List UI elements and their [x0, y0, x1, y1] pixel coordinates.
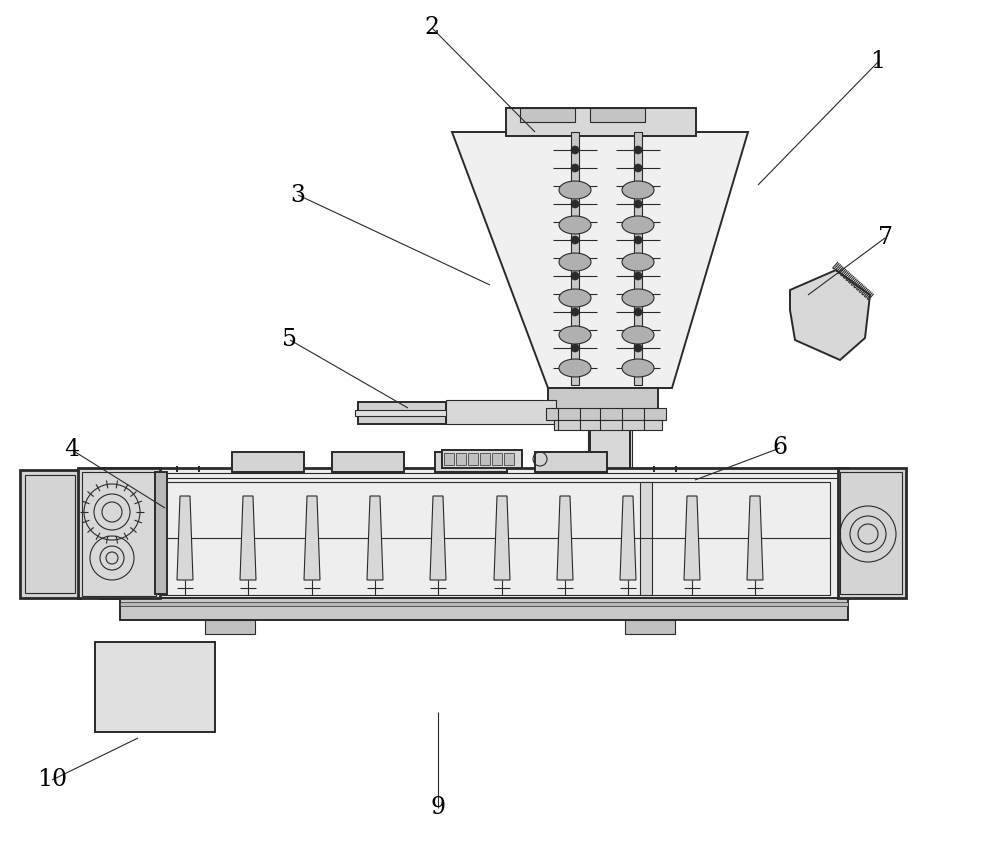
Circle shape: [634, 146, 642, 154]
Circle shape: [634, 182, 642, 190]
Circle shape: [634, 326, 642, 334]
Text: 5: 5: [283, 328, 298, 351]
Circle shape: [571, 164, 579, 172]
Circle shape: [571, 344, 579, 352]
Polygon shape: [790, 270, 870, 360]
Circle shape: [634, 344, 642, 352]
Circle shape: [571, 364, 579, 372]
Polygon shape: [240, 496, 256, 580]
Circle shape: [571, 290, 579, 298]
Ellipse shape: [559, 253, 591, 271]
Circle shape: [634, 164, 642, 172]
Circle shape: [634, 290, 642, 298]
Bar: [120, 602, 848, 606]
Bar: [492, 453, 502, 465]
Circle shape: [571, 236, 579, 244]
Ellipse shape: [622, 181, 654, 199]
Circle shape: [634, 236, 642, 244]
Polygon shape: [620, 496, 636, 580]
Polygon shape: [367, 496, 383, 580]
Circle shape: [571, 218, 579, 226]
Bar: [634, 132, 642, 385]
Ellipse shape: [622, 289, 654, 307]
Bar: [155, 472, 167, 594]
Bar: [456, 453, 466, 465]
Polygon shape: [747, 496, 763, 580]
Bar: [25, 475, 75, 593]
Bar: [100, 468, 848, 598]
Polygon shape: [684, 496, 700, 580]
Ellipse shape: [622, 326, 654, 344]
Bar: [95, 642, 215, 732]
Bar: [162, 482, 830, 595]
Bar: [78, 468, 160, 598]
Circle shape: [571, 308, 579, 316]
Bar: [588, 428, 632, 468]
Bar: [571, 132, 579, 385]
Polygon shape: [557, 496, 573, 580]
Bar: [506, 108, 696, 136]
Ellipse shape: [559, 216, 591, 234]
Bar: [590, 108, 645, 122]
Text: 10: 10: [37, 769, 67, 792]
Bar: [520, 108, 575, 122]
Bar: [446, 400, 556, 424]
Bar: [535, 452, 607, 472]
Circle shape: [571, 254, 579, 262]
Bar: [442, 450, 522, 468]
Bar: [554, 420, 662, 430]
Ellipse shape: [559, 289, 591, 307]
Text: 7: 7: [878, 226, 893, 250]
Circle shape: [634, 308, 642, 316]
Circle shape: [634, 254, 642, 262]
Text: 6: 6: [772, 436, 788, 459]
Circle shape: [634, 272, 642, 280]
Ellipse shape: [559, 181, 591, 199]
Text: 2: 2: [424, 17, 440, 40]
Polygon shape: [430, 496, 446, 580]
Bar: [504, 453, 514, 465]
Polygon shape: [494, 496, 510, 580]
Circle shape: [634, 218, 642, 226]
Bar: [232, 452, 304, 472]
Ellipse shape: [559, 359, 591, 377]
Bar: [205, 620, 255, 634]
Bar: [468, 453, 478, 465]
Polygon shape: [304, 496, 320, 580]
Polygon shape: [177, 496, 193, 580]
Text: 3: 3: [290, 183, 306, 207]
Bar: [558, 410, 648, 428]
Bar: [480, 453, 490, 465]
Bar: [355, 410, 475, 416]
Bar: [838, 468, 906, 598]
Bar: [840, 472, 902, 594]
Ellipse shape: [622, 216, 654, 234]
Polygon shape: [452, 132, 748, 388]
Bar: [435, 452, 507, 472]
Circle shape: [571, 326, 579, 334]
Circle shape: [571, 146, 579, 154]
Text: 1: 1: [870, 51, 886, 73]
Ellipse shape: [622, 359, 654, 377]
Text: 4: 4: [64, 439, 80, 462]
Bar: [120, 598, 848, 620]
Ellipse shape: [559, 326, 591, 344]
Circle shape: [571, 182, 579, 190]
Bar: [82, 472, 156, 596]
Bar: [444, 453, 454, 465]
Circle shape: [634, 200, 642, 208]
Text: 9: 9: [430, 797, 446, 820]
Bar: [358, 402, 446, 424]
Bar: [625, 620, 675, 634]
Bar: [640, 482, 652, 595]
Bar: [548, 388, 658, 410]
Bar: [332, 452, 404, 472]
Ellipse shape: [622, 253, 654, 271]
Circle shape: [571, 272, 579, 280]
Circle shape: [634, 364, 642, 372]
Circle shape: [571, 200, 579, 208]
Bar: [546, 408, 666, 420]
Bar: [20, 470, 80, 598]
